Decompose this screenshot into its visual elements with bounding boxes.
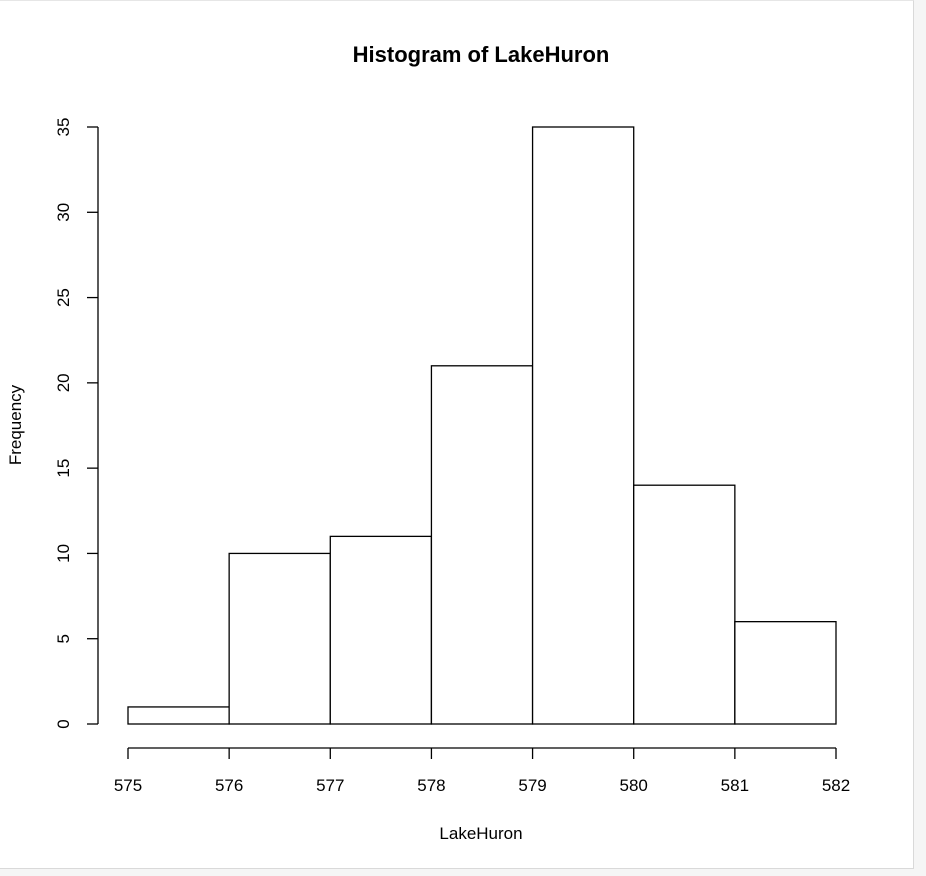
- y-axis-label: Frequency: [6, 384, 25, 465]
- y-tick-label-7: 35: [54, 118, 73, 137]
- x-tick-label-0: 575: [114, 776, 142, 795]
- x-tick-label-3: 578: [417, 776, 445, 795]
- histogram-bar-0: [127, 706, 230, 725]
- histogram-bar-4: [531, 126, 635, 725]
- x-tick-label-5: 580: [620, 776, 648, 795]
- histogram-bar-1: [228, 552, 331, 725]
- y-tick-label-3: 15: [54, 459, 73, 478]
- histogram-bar-2: [329, 535, 433, 725]
- x-tick-label-4: 579: [518, 776, 546, 795]
- chart-title: Histogram of LakeHuron: [353, 42, 610, 67]
- y-tick-label-4: 20: [54, 373, 73, 392]
- y-tick-label-1: 5: [54, 634, 73, 643]
- histogram-bar-3: [430, 365, 534, 725]
- x-tick-label-6: 581: [721, 776, 749, 795]
- y-axis: 0 5 10 15 20 25 30 35: [54, 118, 99, 729]
- y-tick-label-0: 0: [54, 719, 73, 728]
- x-tick-label-2: 577: [316, 776, 344, 795]
- bars-group: [127, 126, 837, 725]
- y-tick-label-2: 10: [54, 544, 73, 563]
- y-tick-label-5: 25: [54, 288, 73, 307]
- histogram-bar-6: [734, 621, 837, 725]
- histogram-bar-5: [633, 484, 736, 725]
- x-tick-label-7: 582: [822, 776, 850, 795]
- x-tick-label-1: 576: [215, 776, 243, 795]
- plot-panel: Histogram of LakeHuron LakeHuron Frequen…: [0, 0, 914, 869]
- x-axis-label: LakeHuron: [439, 824, 522, 843]
- x-axis: 575 576 577 578 579 580 581 582: [114, 747, 850, 795]
- y-tick-label-6: 30: [54, 203, 73, 222]
- histogram-chart: Histogram of LakeHuron LakeHuron Frequen…: [6, 42, 850, 843]
